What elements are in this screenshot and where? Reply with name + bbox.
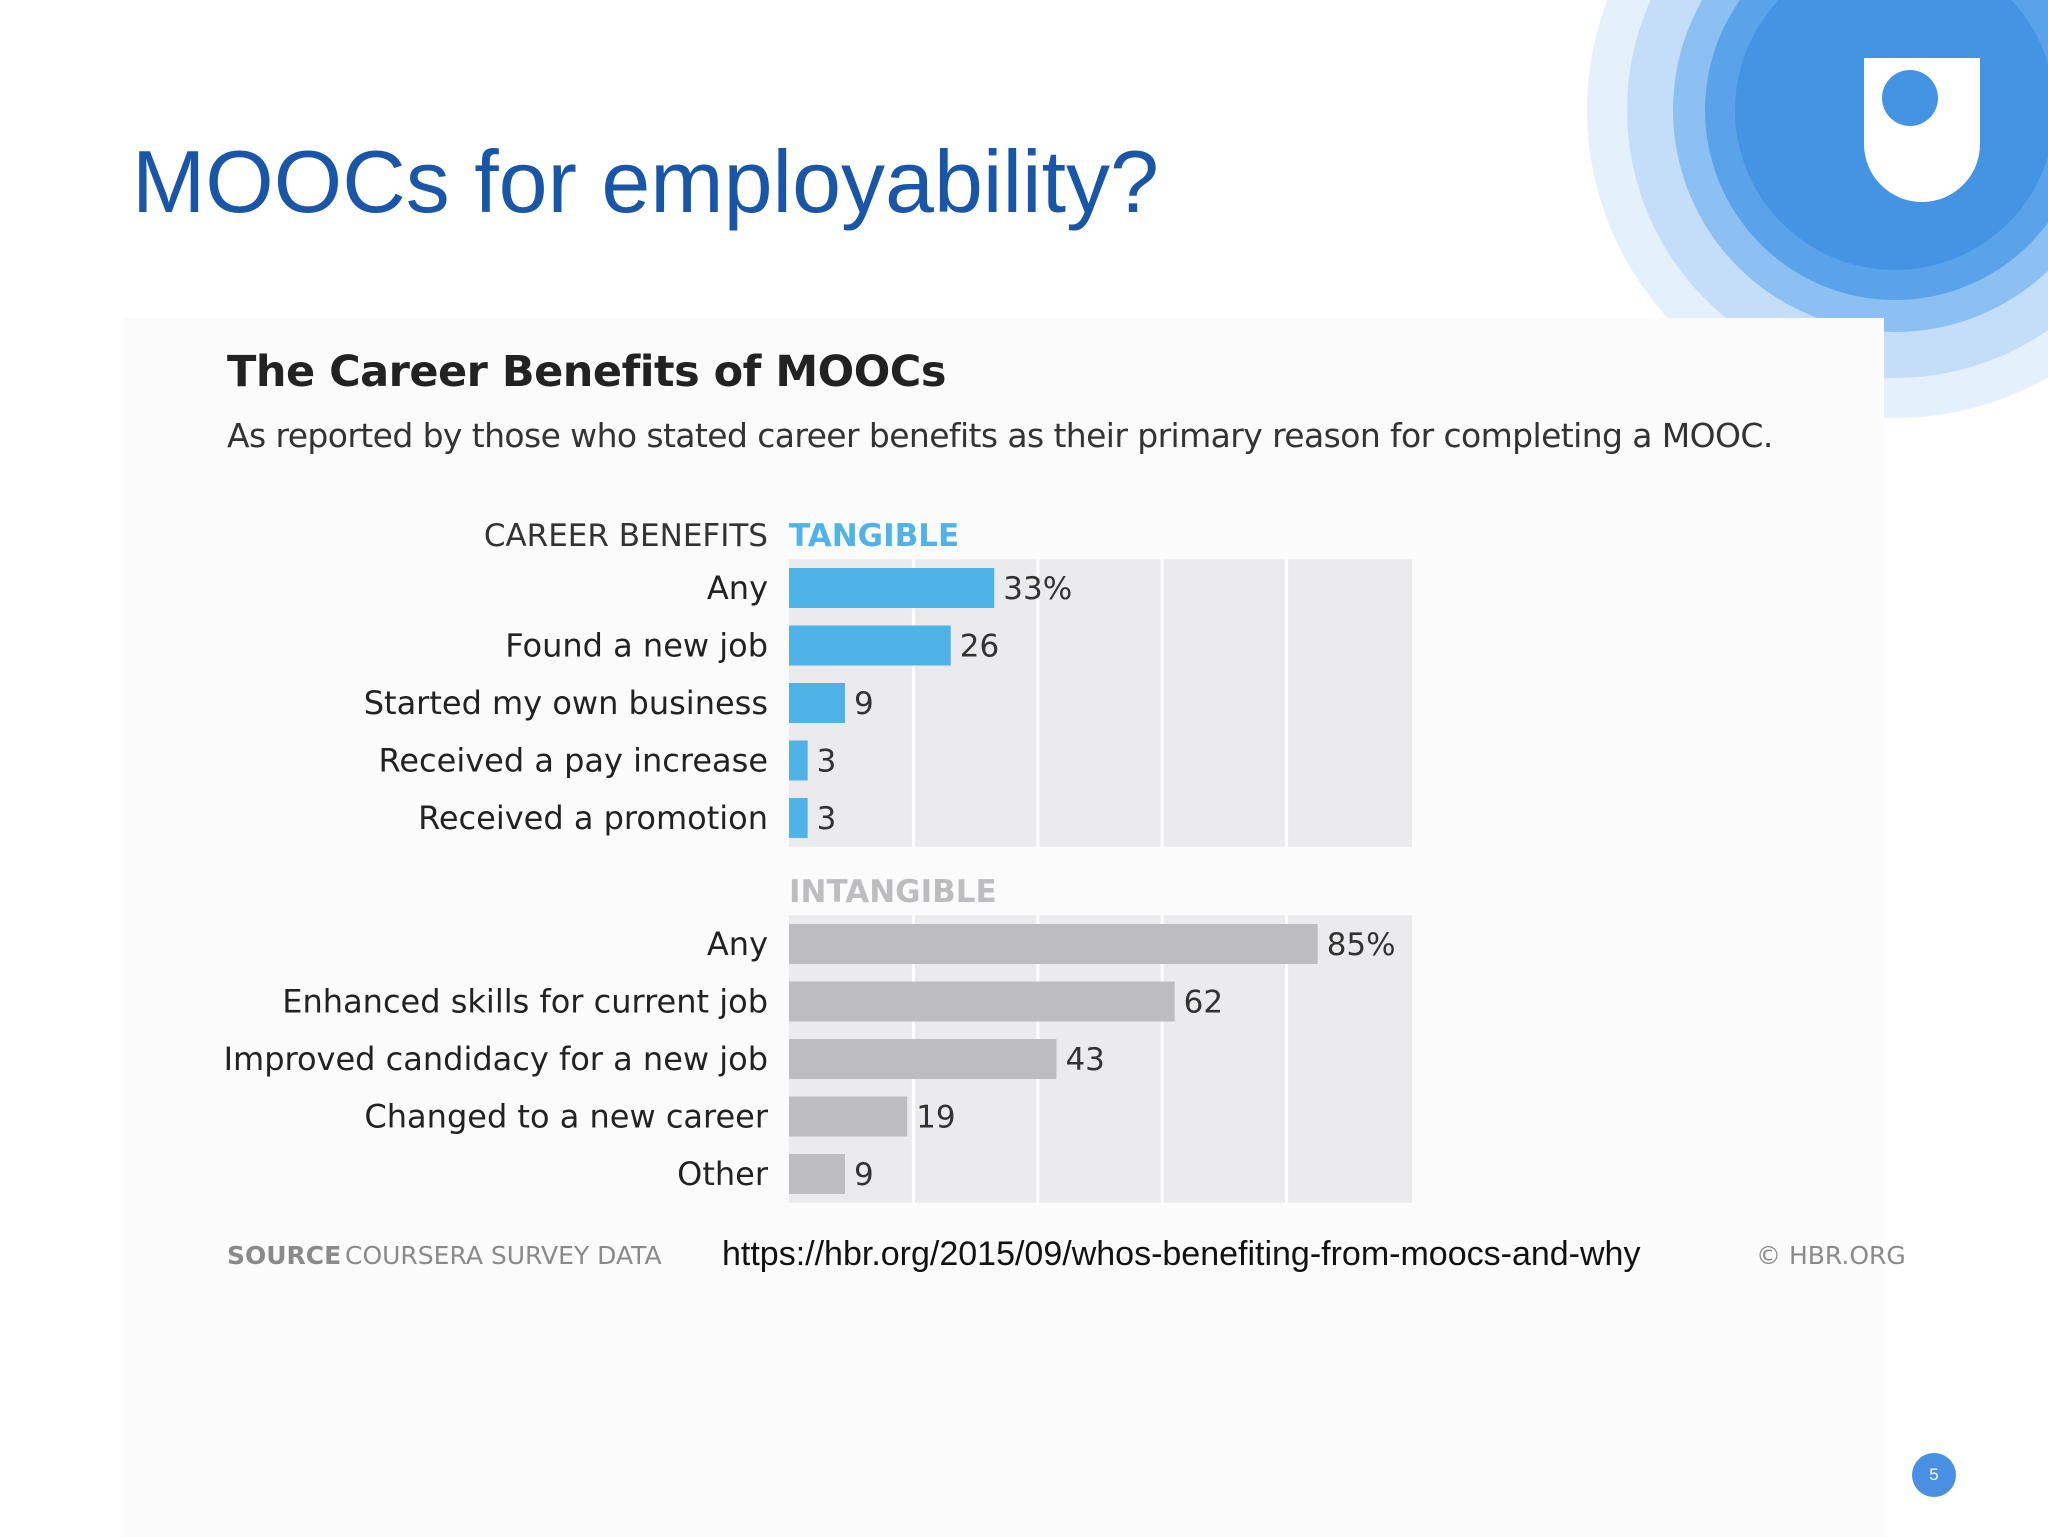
value-label: 62 xyxy=(1184,985,1223,1021)
value-label: 9 xyxy=(854,1157,874,1193)
series-label: TANGIBLE xyxy=(789,518,959,554)
bar xyxy=(789,798,808,838)
bar xyxy=(789,625,951,666)
source-link[interactable]: https://hbr.org/2015/09/whos-benefiting-… xyxy=(722,1235,1641,1273)
value-label: 33% xyxy=(1003,571,1072,607)
category-label: Found a new job xyxy=(505,627,768,665)
value-label: 19 xyxy=(916,1100,955,1136)
series-label: INTANGIBLE xyxy=(789,874,997,910)
bar xyxy=(789,1096,908,1137)
source-value: COURSERA SURVEY DATA xyxy=(345,1241,662,1270)
bar xyxy=(789,683,845,723)
category-label: Received a pay increase xyxy=(379,742,768,780)
bar xyxy=(789,1154,845,1194)
open-university-shield-icon xyxy=(1864,58,1980,202)
slide-title: MOOCs for employability? xyxy=(132,132,1159,231)
chart-title: The Career Benefits of MOOCs xyxy=(227,347,946,397)
value-label: 3 xyxy=(817,801,837,837)
bar xyxy=(789,981,1175,1022)
chart-subtitle: As reported by those who stated career b… xyxy=(227,416,1773,455)
value-label: 3 xyxy=(817,744,837,780)
copyright-label: © HBR.ORG xyxy=(1756,1241,1906,1270)
value-label: 9 xyxy=(854,686,874,722)
value-label: 85% xyxy=(1327,927,1396,963)
bar xyxy=(789,568,995,608)
category-label: Any xyxy=(707,925,768,963)
category-label: Any xyxy=(707,569,768,607)
source-label: SOURCE xyxy=(227,1241,342,1270)
category-label: Received a promotion xyxy=(418,799,768,837)
category-label: Enhanced skills for current job xyxy=(282,983,768,1021)
bar xyxy=(789,924,1318,964)
value-label: 43 xyxy=(1065,1042,1104,1078)
category-label: Started my own business xyxy=(364,684,768,722)
bar xyxy=(789,1039,1057,1079)
value-label: 26 xyxy=(960,629,999,665)
header-label: CAREER BENEFITS xyxy=(484,518,768,554)
page-number-badge: 5 xyxy=(1912,1453,1956,1497)
category-label: Improved candidacy for a new job xyxy=(224,1040,768,1078)
category-label: Other xyxy=(677,1155,769,1193)
bar xyxy=(789,740,808,781)
category-label: Changed to a new career xyxy=(364,1098,768,1136)
